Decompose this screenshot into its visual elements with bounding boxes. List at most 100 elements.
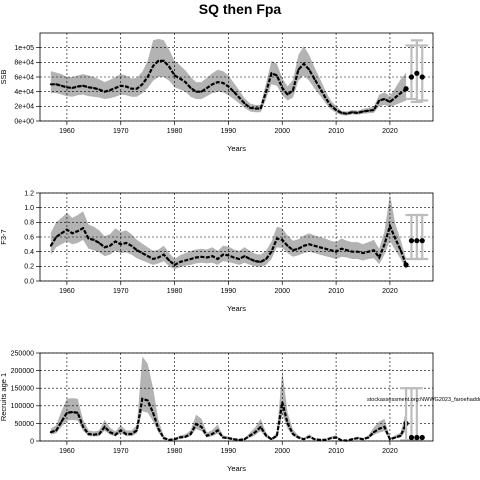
median-point bbox=[136, 249, 138, 252]
median-point bbox=[292, 249, 294, 252]
median-point bbox=[195, 90, 198, 93]
median-point bbox=[205, 256, 208, 259]
median-point bbox=[179, 436, 181, 439]
median-point bbox=[399, 434, 402, 437]
projection-point bbox=[408, 238, 415, 244]
median-point bbox=[125, 241, 128, 244]
median-point bbox=[184, 259, 187, 262]
median-point bbox=[146, 399, 149, 402]
median-point bbox=[351, 250, 354, 253]
median-point bbox=[189, 87, 192, 89]
median-point bbox=[66, 86, 68, 89]
median-point bbox=[324, 439, 327, 441]
plot-frame bbox=[39, 352, 434, 442]
median-point bbox=[227, 85, 230, 88]
median-point bbox=[302, 438, 305, 441]
median-point bbox=[281, 239, 284, 241]
y-tick-label: 0.8 bbox=[24, 220, 34, 227]
x-tick-label: 2010 bbox=[328, 448, 344, 455]
median-point bbox=[335, 109, 337, 111]
median-point bbox=[308, 68, 311, 71]
projection-point bbox=[414, 70, 420, 76]
median-point bbox=[275, 237, 278, 240]
median-point bbox=[114, 433, 117, 436]
x-tick-label: 1980 bbox=[167, 128, 183, 135]
median-point bbox=[383, 243, 386, 246]
median-point bbox=[211, 433, 214, 435]
last-year-point bbox=[403, 86, 409, 92]
median-point bbox=[383, 98, 386, 100]
median-point bbox=[345, 249, 348, 252]
median-point bbox=[195, 256, 198, 259]
median-point bbox=[340, 247, 343, 250]
median-point bbox=[157, 427, 160, 430]
x-tick-label: 1960 bbox=[59, 448, 75, 455]
median-point bbox=[286, 422, 289, 425]
median-point bbox=[243, 255, 246, 257]
y-tick-label: 0.0 bbox=[24, 278, 34, 285]
y-tick-label: 50000 bbox=[15, 421, 35, 428]
median-point bbox=[249, 106, 251, 109]
y-axis-title: SSB bbox=[0, 69, 8, 84]
projection-point bbox=[419, 434, 425, 441]
median-point bbox=[173, 263, 176, 266]
median-point bbox=[362, 110, 364, 113]
median-point bbox=[243, 102, 246, 105]
x-axis-title: Years bbox=[227, 304, 246, 313]
median-point bbox=[168, 259, 171, 262]
chart-title: SQ then Fpa bbox=[199, 1, 282, 17]
median-point bbox=[55, 83, 58, 86]
median-point bbox=[60, 84, 63, 87]
x-tick-label: 2010 bbox=[328, 128, 344, 135]
median-point bbox=[308, 243, 311, 246]
median-point bbox=[49, 431, 52, 434]
median-point bbox=[394, 436, 397, 439]
median-point bbox=[281, 87, 284, 89]
y-axis-title: F3-7 bbox=[0, 229, 8, 244]
median-point bbox=[259, 107, 262, 110]
median-point bbox=[254, 431, 257, 434]
median-point bbox=[356, 112, 359, 114]
median-point bbox=[76, 411, 79, 414]
median-point bbox=[109, 431, 111, 434]
median-point bbox=[179, 261, 181, 263]
median-point bbox=[378, 99, 381, 102]
median-point bbox=[308, 435, 311, 438]
x-tick-label: 2020 bbox=[382, 128, 398, 135]
median-point bbox=[92, 87, 95, 89]
median-point bbox=[60, 420, 63, 423]
median-point bbox=[184, 81, 187, 84]
median-point bbox=[249, 258, 251, 260]
median-point bbox=[103, 246, 106, 249]
median-point bbox=[216, 81, 219, 84]
median-point bbox=[216, 429, 219, 432]
median-point bbox=[141, 397, 144, 400]
median-point bbox=[372, 431, 375, 434]
source-annotation: stockassessment.org:NWWG2023_faroehaddo bbox=[367, 397, 480, 403]
median-point bbox=[205, 434, 208, 437]
x-tick-label: 1960 bbox=[59, 288, 75, 295]
median-point bbox=[162, 437, 165, 440]
median-point bbox=[270, 72, 273, 75]
median-point bbox=[60, 232, 63, 235]
x-tick-label: 2000 bbox=[274, 448, 290, 455]
y-tick-label: 4e+04 bbox=[14, 89, 34, 96]
projection-point bbox=[408, 434, 415, 441]
median-point bbox=[389, 225, 391, 227]
median-point bbox=[356, 250, 359, 253]
median-point bbox=[55, 236, 58, 238]
median-point bbox=[71, 87, 74, 89]
median-point bbox=[378, 256, 381, 259]
median-point bbox=[313, 78, 316, 81]
x-tick-label: 1960 bbox=[59, 128, 75, 135]
y-tick-label: 200000 bbox=[11, 368, 34, 375]
median-point bbox=[119, 84, 122, 87]
median-point bbox=[302, 244, 305, 247]
panel-fbar: 1960 1970 1980 1990 2000 2010 2020 0.0 0.2 0.4 0.6… bbox=[0, 190, 434, 313]
median-point bbox=[130, 244, 133, 247]
median-point bbox=[211, 255, 214, 257]
y-tick-label: 2e+04 bbox=[14, 104, 34, 111]
projection-point bbox=[419, 74, 425, 80]
median-point bbox=[238, 439, 241, 441]
